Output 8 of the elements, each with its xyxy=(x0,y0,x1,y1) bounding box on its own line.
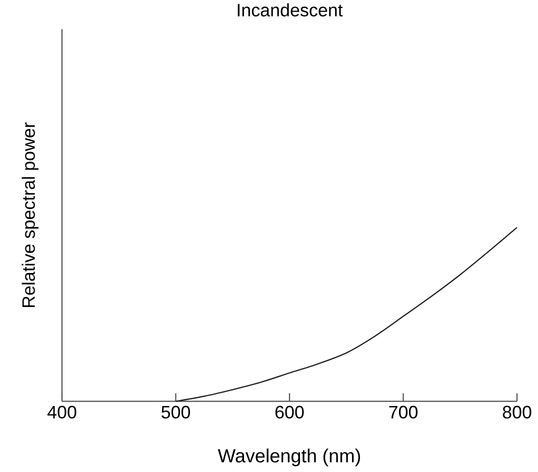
x-tick-label: 700 xyxy=(389,406,418,418)
x-tick-label: 500 xyxy=(162,406,190,418)
x-tick-label: 600 xyxy=(275,406,304,418)
chart-title: Incandescent xyxy=(238,3,343,16)
x-axis-title: Wavelength (nm) xyxy=(218,448,360,466)
x-tick-label: 400 xyxy=(47,406,76,418)
x-tick-label: 800 xyxy=(502,406,532,418)
y-axis-title: Relative spectral power xyxy=(22,122,38,307)
